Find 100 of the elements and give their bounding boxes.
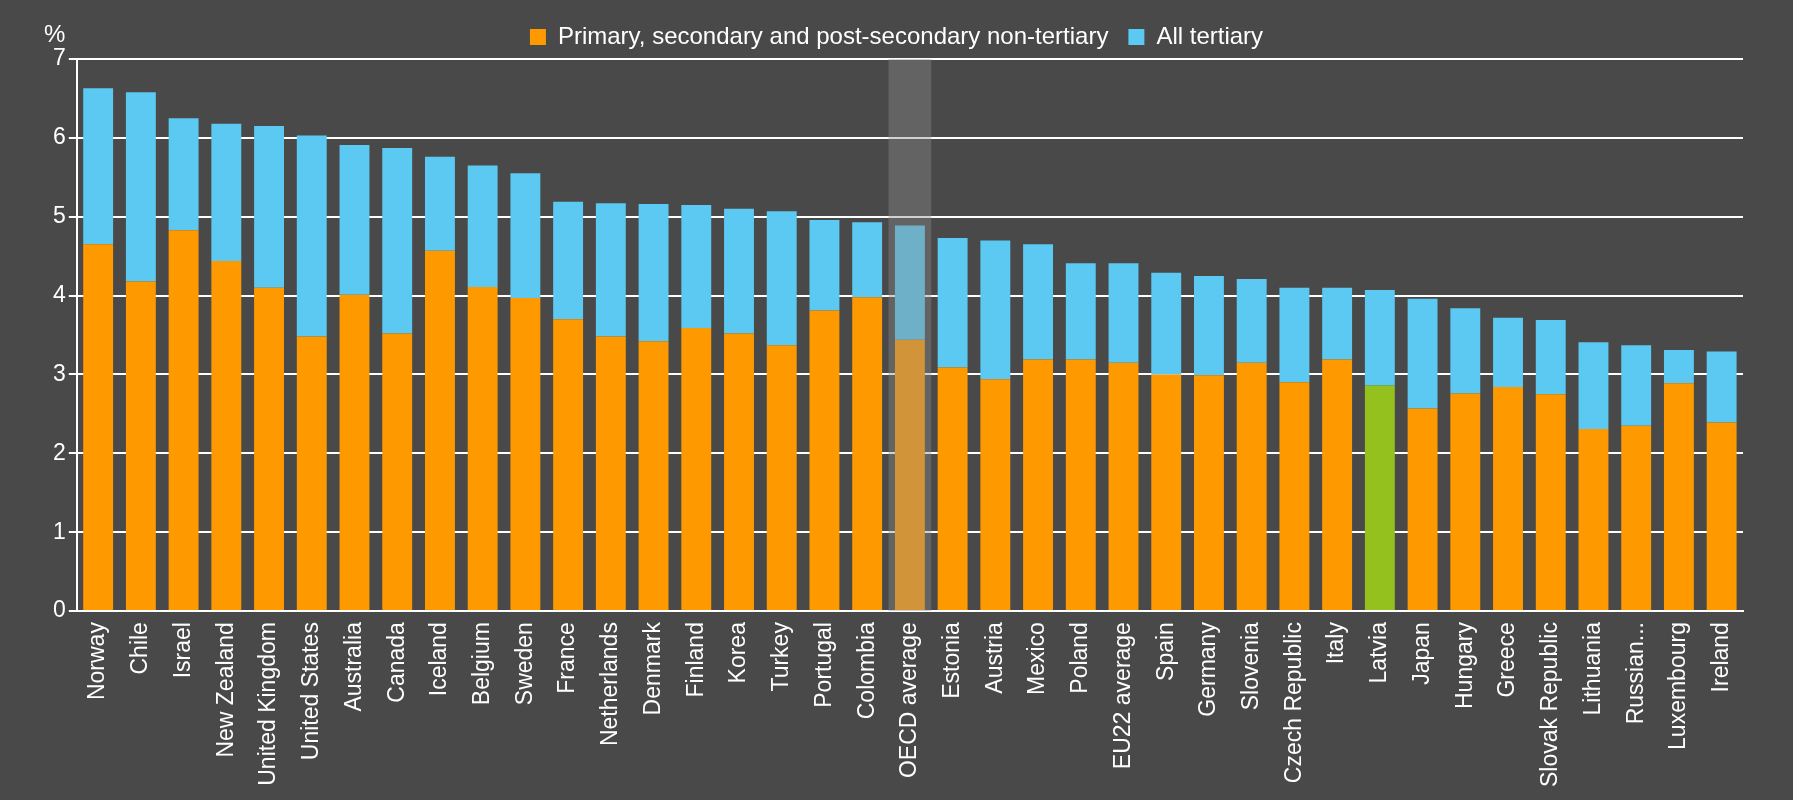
bar — [595, 203, 626, 337]
x-tick-label: Slovak Republic — [1536, 622, 1563, 787]
bar — [1322, 287, 1353, 360]
x-tick-label: Netherlands — [596, 622, 623, 747]
bar — [1706, 351, 1737, 423]
bar — [1023, 359, 1054, 611]
y-tick-label: 0 — [52, 596, 66, 623]
bar — [724, 333, 754, 611]
bar — [296, 135, 327, 337]
x-tick-label: Russian... — [1621, 622, 1648, 725]
x-tick-label: Portugal — [809, 622, 836, 708]
bar — [980, 240, 1011, 380]
x-tick-label: Turkey — [767, 621, 794, 692]
y-tick-label: 5 — [52, 202, 66, 229]
x-tick-label: New Zealand — [211, 622, 238, 758]
bar — [1279, 287, 1310, 383]
x-tick-label: Australia — [339, 621, 366, 712]
bar — [1194, 375, 1224, 611]
bar — [1578, 342, 1609, 429]
y-tick-label: 6 — [52, 123, 66, 150]
bar — [852, 222, 883, 298]
y-tick-label: 1 — [52, 517, 66, 544]
bar — [1706, 422, 1737, 611]
bar — [1578, 428, 1609, 611]
bar — [1407, 298, 1438, 409]
legend-label: Primary, secondary and post-secondary non-tertiary — [557, 21, 1109, 49]
x-tick-label: United States — [297, 622, 324, 761]
bar — [681, 204, 712, 328]
x-tick-label: EU22 average — [1108, 622, 1135, 770]
bar — [1065, 359, 1096, 611]
bar — [553, 201, 584, 320]
x-tick-label: Latvia — [1365, 621, 1392, 684]
bar — [339, 294, 370, 611]
bar — [83, 88, 114, 245]
bar — [1236, 279, 1267, 363]
bar — [681, 327, 712, 611]
bar — [1493, 387, 1523, 611]
x-tick-label: Belgium — [468, 622, 495, 706]
x-tick-label: Czech Republic — [1279, 622, 1306, 784]
bar — [894, 339, 925, 611]
bar — [1493, 317, 1523, 388]
bar — [1236, 362, 1267, 611]
bar — [382, 333, 413, 611]
x-tick-label: Denmark — [638, 621, 665, 716]
x-tick-label: Iceland — [425, 622, 452, 697]
bar — [254, 126, 284, 288]
x-tick-label: Finland — [681, 622, 708, 698]
x-tick-label: Mexico — [1023, 622, 1050, 695]
bar — [1065, 263, 1096, 360]
bar — [1535, 394, 1566, 611]
bar — [510, 297, 541, 611]
bar — [1663, 350, 1694, 384]
bar — [254, 287, 284, 611]
x-tick-label: Japan — [1407, 622, 1434, 685]
bar — [125, 281, 156, 611]
bar — [1450, 393, 1481, 611]
x-tick-label: Israel — [168, 622, 195, 679]
bar — [424, 250, 455, 611]
bar — [467, 165, 498, 287]
bar — [382, 148, 413, 334]
bar — [638, 204, 669, 342]
x-tick-label: Greece — [1493, 622, 1520, 698]
legend-label: All tertiary — [1156, 21, 1264, 49]
bar — [937, 367, 968, 611]
x-tick-label: Norway — [83, 621, 110, 701]
bar — [1364, 290, 1395, 386]
x-tick-label: Colombia — [852, 621, 879, 720]
x-tick-label: Spain — [1151, 622, 1178, 681]
bar — [766, 211, 797, 346]
bar — [125, 92, 156, 282]
bar — [168, 230, 199, 611]
bar — [211, 123, 242, 261]
bar — [809, 219, 840, 311]
bar — [1151, 272, 1182, 375]
x-tick-label: France — [553, 622, 580, 694]
bar — [424, 156, 455, 251]
bar — [1450, 308, 1481, 394]
x-tick-label: Austria — [980, 621, 1007, 694]
bar — [852, 297, 883, 611]
x-tick-label: Canada — [382, 621, 409, 703]
x-tick-label: Slovenia — [1237, 621, 1264, 711]
x-tick-label: Ireland — [1706, 622, 1733, 693]
bar — [1151, 374, 1182, 611]
bar — [1621, 345, 1652, 426]
bar — [1194, 275, 1224, 376]
x-tick-label: Lithuania — [1578, 621, 1605, 716]
bar — [937, 238, 968, 368]
bar — [168, 118, 199, 231]
x-tick-label: Italy — [1322, 621, 1349, 665]
y-tick-label: 3 — [52, 359, 66, 386]
x-tick-label: OECD average — [895, 622, 922, 779]
bar — [638, 341, 669, 611]
bar — [894, 225, 925, 340]
bar — [595, 336, 626, 611]
bar — [1322, 359, 1353, 611]
y-axis-title: % — [44, 19, 66, 47]
bar — [724, 208, 754, 334]
bar — [467, 286, 498, 611]
y-tick-label: 4 — [52, 280, 66, 307]
x-tick-label: Hungary — [1450, 621, 1477, 710]
